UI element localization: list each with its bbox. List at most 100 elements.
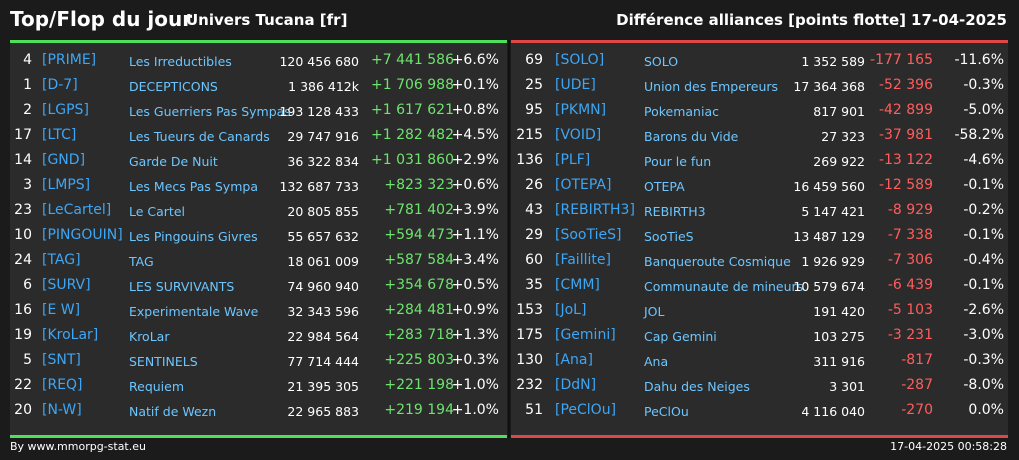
alliance-name-link[interactable]: Barons du Vide: [644, 129, 739, 144]
alliance-tag-link[interactable]: [D-7]: [42, 77, 78, 93]
alliance-tag-link[interactable]: [UDE]: [555, 77, 596, 93]
alliance-points: 1 352 589: [801, 54, 865, 69]
alliance-name-link[interactable]: Ana: [644, 354, 669, 369]
alliance-tag-link[interactable]: [PRIME]: [42, 52, 97, 68]
alliance-tag-link[interactable]: [LeCartel]: [42, 202, 112, 218]
flop-row: 175 [Gemini] Cap Gemini 103 275 -3 231 -3.0%: [511, 323, 1008, 348]
percent-change: -0.4%: [963, 252, 1004, 268]
alliance-name-link[interactable]: Les Irreductibles: [129, 54, 232, 69]
alliance-rank: 20: [14, 402, 32, 418]
top-row: 10 [PINGOUIN] Les Pingouins Givres 55 657 6…: [10, 223, 507, 248]
alliance-name-link[interactable]: Les Mecs Pas Sympa: [129, 179, 258, 194]
percent-change: -3.0%: [963, 327, 1004, 343]
top-row: 23 [LeCartel] Le Cartel 20 805 855 +781 402 +…: [10, 198, 507, 223]
top-row: 14 [GND] Garde De Nuit 36 322 834 +1 031 860…: [10, 148, 507, 173]
alliance-points: 36 322 834: [287, 154, 359, 169]
alliance-tag-link[interactable]: [E W]: [42, 302, 81, 318]
alliance-name-link[interactable]: KroLar: [129, 329, 170, 344]
alliance-name-link[interactable]: TAG: [129, 254, 154, 269]
flop-row: 60 [Faillite] Banqueroute Cosmique 1 926 92…: [511, 248, 1008, 273]
alliance-name-link[interactable]: DECEPTICONS: [129, 79, 218, 94]
points-difference: -5 103: [887, 302, 933, 318]
alliance-tag-link[interactable]: [PKMN]: [555, 102, 607, 118]
alliance-name-link[interactable]: JOL: [644, 304, 665, 319]
alliance-name-link[interactable]: Union des Empereurs: [644, 79, 779, 94]
alliance-rank: 95: [525, 102, 543, 118]
alliance-tag-link[interactable]: [REQ]: [42, 377, 83, 393]
flop-row: 136 [PLF] Pour le fun 269 922 -13 122 -4.6%: [511, 148, 1008, 173]
alliance-name-link[interactable]: Les Pingouins Givres: [129, 229, 258, 244]
alliance-tag-link[interactable]: [LTC]: [42, 127, 77, 143]
alliance-name-link[interactable]: OTEPA: [644, 179, 685, 194]
alliance-name-link[interactable]: LES SURVIVANTS: [129, 279, 235, 294]
alliance-name-link[interactable]: Le Cartel: [129, 204, 185, 219]
alliance-tag-link[interactable]: [SOLO]: [555, 52, 605, 68]
points-difference: -37 981: [878, 127, 933, 143]
percent-change: +0.3%: [451, 352, 499, 368]
alliance-tag-link[interactable]: [SNT]: [42, 352, 81, 368]
alliance-tag-link[interactable]: [OTEPA]: [555, 177, 612, 193]
alliance-name-link[interactable]: SENTINELS: [129, 354, 198, 369]
alliance-tag-link[interactable]: [LGPS]: [42, 102, 89, 118]
alliance-name-link[interactable]: PeClOu: [644, 404, 689, 419]
alliance-name-link[interactable]: Experimentale Wave: [129, 304, 259, 319]
alliance-tag-link[interactable]: [GND]: [42, 152, 86, 168]
alliance-tag-link[interactable]: [N-W]: [42, 402, 82, 418]
alliance-points: 5 147 421: [801, 204, 865, 219]
alliance-tag-link[interactable]: [DdN]: [555, 377, 597, 393]
percent-change: +2.9%: [451, 152, 499, 168]
alliance-points: 4 116 040: [801, 404, 865, 419]
alliance-name-link[interactable]: Natif de Wezn: [129, 404, 217, 419]
alliance-tag-link[interactable]: [Gemini]: [555, 327, 616, 343]
alliance-name-link[interactable]: SOLO: [644, 54, 679, 69]
panel-divider: [508, 40, 510, 438]
percent-change: -0.3%: [963, 77, 1004, 93]
alliance-tag-link[interactable]: [PLF]: [555, 152, 591, 168]
alliance-points: 817 901: [813, 104, 865, 119]
alliance-name-link[interactable]: REBIRTH3: [644, 204, 706, 219]
alliance-tag-link[interactable]: [PeClOu]: [555, 402, 617, 418]
alliance-name-link[interactable]: Les Guerriers Pas Sympas: [129, 104, 291, 119]
alliance-tag-link[interactable]: [SooTieS]: [555, 227, 622, 243]
alliance-tag-link[interactable]: [SURV]: [42, 277, 91, 293]
alliance-tag-link[interactable]: [Ana]: [555, 352, 593, 368]
alliance-tag-link[interactable]: [KroLar]: [42, 327, 99, 343]
alliance-points: 32 343 596: [287, 304, 359, 319]
alliance-name-link[interactable]: Requiem: [129, 379, 185, 394]
alliance-rank: 4: [23, 52, 32, 68]
alliance-points: 1 926 929: [801, 254, 865, 269]
points-difference: -12 589: [878, 177, 933, 193]
percent-change: +6.6%: [451, 52, 499, 68]
alliance-name-link[interactable]: Pokemaniac: [644, 104, 719, 119]
alliance-points: 269 922: [813, 154, 865, 169]
alliance-points: 13 487 129: [793, 229, 865, 244]
alliance-name-link[interactable]: Cap Gemini: [644, 329, 717, 344]
alliance-tag-link[interactable]: [VOID]: [555, 127, 602, 143]
alliance-name-link[interactable]: Dahu des Neiges: [644, 379, 750, 394]
alliance-name-link[interactable]: Communaute de mineurs: [644, 279, 804, 294]
alliance-tag-link[interactable]: [TAG]: [42, 252, 81, 268]
percent-change: -5.0%: [963, 102, 1004, 118]
alliance-points: 193 128 433: [279, 104, 359, 119]
alliance-points: 20 805 855: [287, 204, 359, 219]
alliance-tag-link[interactable]: [REBIRTH3]: [555, 202, 635, 218]
points-difference: +284 481: [384, 302, 454, 318]
alliance-rank: 60: [525, 252, 543, 268]
alliance-name-link[interactable]: Banqueroute Cosmique: [644, 254, 791, 269]
percent-change: 0.0%: [968, 402, 1004, 418]
alliance-tag-link[interactable]: [JoL]: [555, 302, 587, 318]
page-title: Top/Flop du jour: [10, 7, 193, 31]
alliance-name-link[interactable]: Garde De Nuit: [129, 154, 218, 169]
alliance-name-link[interactable]: Les Tueurs de Canards: [129, 129, 270, 144]
alliance-tag-link[interactable]: [LMPS]: [42, 177, 91, 193]
alliance-tag-link[interactable]: [CMM]: [555, 277, 600, 293]
alliance-name-link[interactable]: Pour le fun: [644, 154, 712, 169]
alliance-tag-link[interactable]: [Faillite]: [555, 252, 611, 268]
alliance-rank: 10: [14, 227, 32, 243]
header: Top/Flop du jour Univers Tucana [fr] Dif…: [0, 0, 1019, 40]
flop-row: 25 [UDE] Union des Empereurs 17 364 368 -52 …: [511, 73, 1008, 98]
points-difference: +354 678: [384, 277, 454, 293]
alliance-tag-link[interactable]: [PINGOUIN]: [42, 227, 123, 243]
percent-change: -0.3%: [963, 352, 1004, 368]
alliance-name-link[interactable]: SooTieS: [644, 229, 694, 244]
